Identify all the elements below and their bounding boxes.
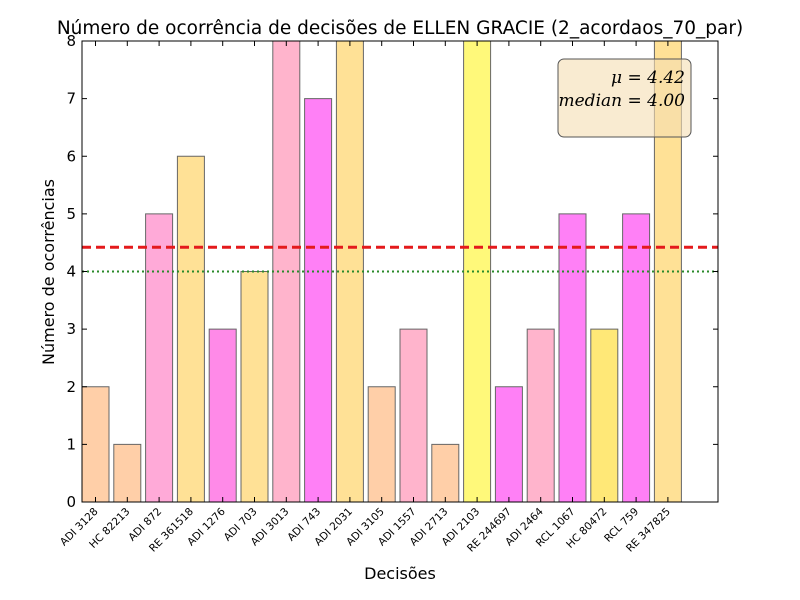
chart-title: Número de ocorrência de decisões de ELLE… (57, 18, 743, 39)
y-axis-label: Número de ocorrências (39, 179, 58, 365)
stats-legend-box: μ = 4.42 median = 4.00 (557, 58, 692, 138)
median-stat-text: median = 4.00 (559, 91, 686, 111)
stats-box-background (557, 58, 692, 138)
bar-adi-743 (304, 98, 333, 503)
reference-lines (82, 245, 718, 273)
bar-re-361518 (176, 155, 205, 503)
y-tick-label: 7 (66, 90, 76, 108)
bar-adi-2031 (335, 40, 364, 503)
bar-adi-703 (240, 271, 269, 503)
y-tick-label: 5 (66, 205, 76, 223)
bar-adi-3105 (367, 386, 396, 503)
bar-adi-872 (145, 213, 174, 503)
y-tick-label: 0 (66, 493, 76, 511)
bars-group (81, 40, 682, 503)
y-tick-label: 1 (66, 435, 76, 453)
mean-stat-text: μ = 4.42 (611, 68, 685, 88)
y-tick-label: 4 (66, 263, 76, 281)
bar-adi-2713 (431, 443, 460, 503)
y-tick-label: 3 (66, 320, 76, 338)
bar-adi-2464 (526, 328, 555, 503)
x-axis-label: Decisões (364, 564, 436, 583)
bar-re-244697 (494, 386, 523, 503)
y-tick-label: 6 (66, 147, 76, 165)
bar-hc-82213 (113, 443, 142, 503)
bar-adi-1276 (208, 328, 237, 503)
bar-hc-80472 (590, 328, 619, 503)
y-tick-label: 2 (66, 378, 76, 396)
bar-rcl-759 (622, 213, 651, 503)
y-tick-label: 8 (66, 32, 76, 50)
bar-adi-3013 (272, 40, 301, 503)
bar-adi-1557 (399, 328, 428, 503)
y-axis: 0 1 2 3 4 5 6 7 8 (66, 32, 718, 511)
bar-rcl-1067 (558, 213, 587, 503)
